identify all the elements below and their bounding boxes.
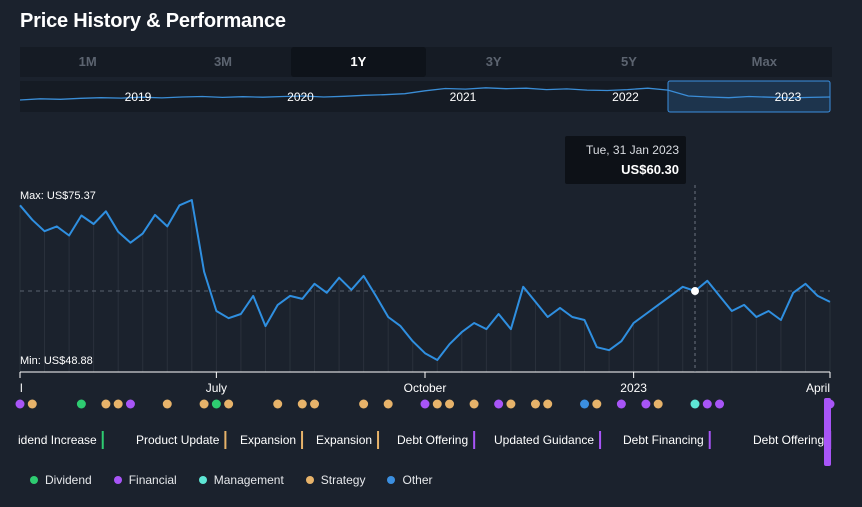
event-label-marker (599, 431, 602, 449)
event-label-marker (377, 431, 380, 449)
event-label-marker (101, 431, 104, 449)
event-dot (420, 399, 430, 409)
tooltip-marker (691, 287, 699, 296)
tooltip-date: Tue, 31 Jan 2023 (586, 143, 679, 157)
navigator-selection (667, 80, 831, 113)
navigator-year-label: 2019 (125, 90, 152, 104)
event-dot (592, 399, 602, 409)
event-label: Debt Offering (753, 433, 824, 447)
event-label-marker (829, 431, 832, 449)
event-dot (359, 399, 369, 409)
legend-label: Other (402, 473, 433, 487)
legend-item-other: Other (387, 473, 433, 487)
management-dot-icon (198, 476, 207, 484)
event-label-marker (473, 431, 476, 449)
event-dot (273, 399, 283, 409)
strategy-dot-icon (305, 476, 314, 484)
x-tick-label: July (206, 381, 227, 395)
legend-item-management: Management (198, 473, 284, 487)
event-dot (715, 399, 725, 409)
x-tick-label: 2023 (620, 381, 647, 395)
financial-dot-icon (113, 476, 122, 484)
event-dot (125, 399, 135, 409)
price-chart[interactable]: 2019 2020 2021 2022 2023 l July October 2023 Apri… (0, 0, 862, 470)
tooltip-value: US$60.30 (621, 162, 679, 177)
chart-legend: Dividend Financial Management Strategy O… (30, 473, 433, 487)
event-label-marker (301, 431, 304, 449)
navigator-year-label: 2023 (775, 90, 802, 104)
event-dot (211, 399, 221, 409)
event-dot (506, 399, 516, 409)
min-price-label: Min: US$48.88 (20, 355, 93, 367)
max-price-label: Max: US$75.37 (20, 190, 96, 202)
event-dot (543, 399, 553, 409)
tab-3y[interactable]: 3Y (485, 54, 502, 69)
tab-5y[interactable]: 5Y (621, 54, 637, 69)
event-label: idend Increase (18, 433, 97, 447)
event-dot (690, 399, 700, 409)
event-dot (113, 399, 123, 409)
event-label: Expansion (316, 433, 372, 447)
navigator-line (19, 87, 831, 101)
price-line (19, 199, 831, 361)
event-dot (445, 399, 455, 409)
tab-1y[interactable]: 1Y (290, 47, 426, 77)
event-dot (15, 399, 25, 409)
event-label: Debt Financing (623, 433, 704, 447)
event-dot (297, 399, 307, 409)
legend-label: Financial (128, 473, 177, 487)
event-dot (616, 399, 626, 409)
legend-label: Management (213, 473, 284, 487)
navigator-year-label: 2020 (287, 90, 314, 104)
legend-item-strategy: Strategy (305, 473, 366, 487)
tab-3m[interactable]: 3M (213, 54, 233, 69)
event-dot (101, 399, 111, 409)
event-dot (27, 399, 37, 409)
page-title: Price History & Performance (20, 10, 286, 32)
x-tick-label: l (20, 381, 23, 395)
event-label-marker (224, 431, 227, 449)
x-tick-label: April (806, 381, 830, 395)
event-dot (162, 399, 172, 409)
legend-item-financial: Financial (113, 473, 177, 487)
event-dot (383, 399, 393, 409)
tab-1m[interactable]: 1M (78, 54, 97, 69)
event-label-marker (708, 431, 711, 449)
event-label: Debt Offering (397, 433, 468, 447)
event-dot (530, 399, 540, 409)
event-dot (702, 399, 712, 409)
event-dot (224, 399, 234, 409)
event-dot (494, 399, 504, 409)
tab-max[interactable]: Max (751, 54, 777, 69)
event-label: Expansion (240, 433, 296, 447)
legend-item-dividend: Dividend (30, 473, 92, 487)
navigator-year-label: 2021 (450, 90, 477, 104)
event-dot (432, 399, 442, 409)
event-dot (653, 399, 663, 409)
range-tabs: 1M 3M 1Y 3Y 5Y Max (20, 47, 832, 77)
tooltip-box (565, 136, 686, 184)
event-dot (199, 399, 209, 409)
event-dot (76, 399, 86, 409)
event-dot (469, 399, 479, 409)
legend-label: Strategy (320, 473, 366, 487)
navigator-year-label: 2022 (612, 90, 639, 104)
event-dot (310, 399, 320, 409)
x-tick-label: October (404, 381, 447, 395)
event-dot (641, 399, 651, 409)
dividend-dot-icon (30, 476, 38, 484)
event-label: Product Update (136, 433, 220, 447)
event-label: Updated Guidance (494, 433, 594, 447)
other-dot-icon (387, 476, 396, 484)
legend-label: Dividend (45, 473, 92, 487)
event-dot (580, 399, 590, 409)
